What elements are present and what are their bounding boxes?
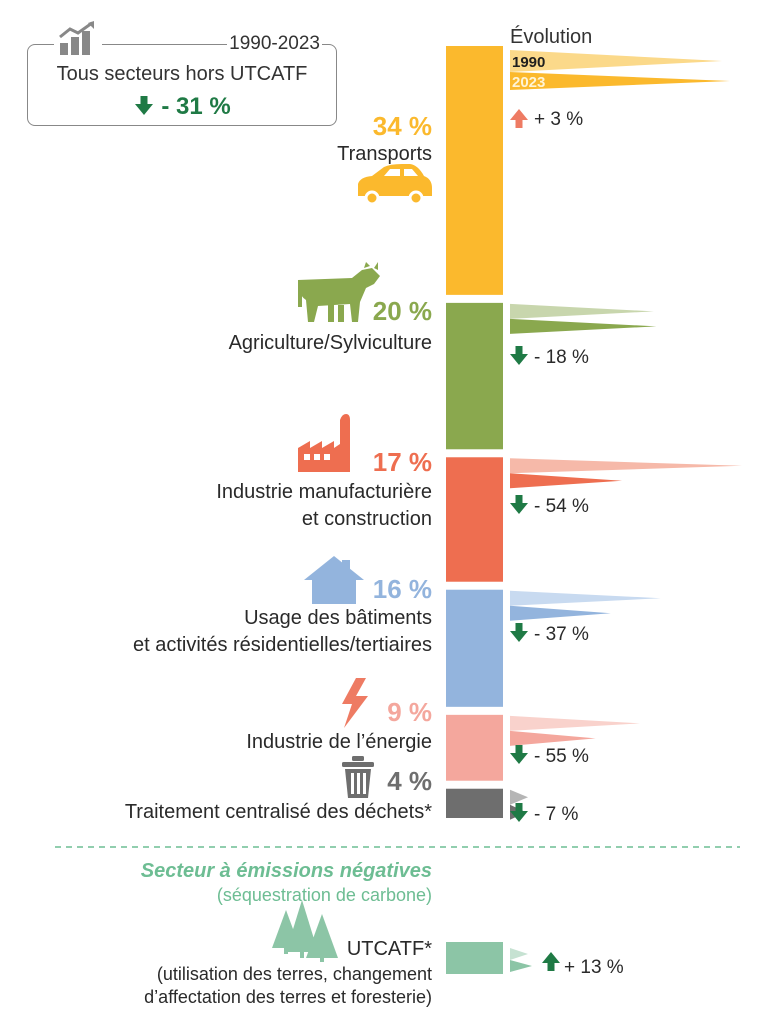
trees-icon	[272, 900, 338, 962]
share-label-agriculture: 20 %	[373, 296, 432, 326]
down-arrow-icon-dechets	[510, 803, 528, 822]
bar-energie	[446, 714, 503, 781]
summary-period: 1990-2023	[227, 33, 322, 55]
up-arrow-icon-utcatf	[542, 952, 560, 971]
change-label-batiments: - 37 %	[534, 624, 589, 645]
utcatf-label-2: d’affectation des terres et foresterie)	[144, 987, 432, 1007]
sector-label-agriculture-0: Agriculture/Sylviculture	[229, 332, 432, 354]
bar-transports	[446, 46, 503, 295]
legend-title: Évolution	[510, 25, 592, 48]
summary-label: Tous secteurs hors UTCATF	[56, 63, 308, 85]
share-label-industrie: 17 %	[373, 447, 432, 477]
legend-year-1990: 1990	[512, 54, 545, 71]
change-label-energie: - 55 %	[534, 746, 589, 767]
triangle-2023-utcatf	[510, 960, 532, 972]
share-label-transports: 34 %	[373, 111, 432, 141]
utcatf-label-1: (utilisation des terres, changement	[157, 964, 432, 984]
share-label-dechets: 4 %	[387, 766, 432, 796]
sector-label-dechets-0: Traitement centralisé des déchets*	[125, 801, 432, 823]
up-arrow-icon-transports	[510, 109, 528, 128]
bar-batiments	[446, 589, 503, 707]
triangle-1990-dechets	[510, 789, 528, 805]
sector-label-transports-0: Transports	[337, 143, 432, 165]
utcatf-label-0: UTCATF*	[347, 938, 432, 960]
triangle-1990-industrie	[510, 458, 742, 474]
house-icon	[304, 556, 364, 604]
car-icon	[358, 164, 432, 206]
change-label-dechets: - 7 %	[534, 804, 578, 825]
cow-icon	[298, 262, 380, 322]
sector-label-batiments-1: et activités résidentielles/tertiaires	[133, 634, 432, 656]
summary-total: - 31 %	[28, 93, 336, 121]
summary-total-value: - 31 %	[161, 93, 231, 120]
sector-label-batiments-0: Usage des bâtiments	[244, 607, 432, 629]
factory-icon	[298, 414, 350, 472]
trash-icon	[342, 756, 374, 798]
change-label-agriculture: - 18 %	[534, 347, 589, 368]
bar-utcatf	[446, 942, 503, 974]
triangle-2023-industrie	[510, 473, 623, 489]
negative-sector-heading: Secteur à émissions négatives	[141, 860, 432, 882]
triangle-1990-energie	[510, 715, 640, 731]
change-label-industrie: - 54 %	[534, 496, 589, 517]
sector-label-energie-0: Industrie de l’énergie	[246, 731, 432, 753]
triangle-1990-utcatf	[510, 948, 528, 960]
triangle-2023-energie	[510, 730, 596, 746]
legend-year-2023: 2023	[512, 74, 545, 91]
down-arrow-icon	[135, 96, 154, 115]
down-arrow-icon-industrie	[510, 495, 528, 514]
triangle-1990-agriculture	[510, 303, 654, 319]
share-label-batiments: 16 %	[373, 574, 432, 604]
sector-label-industrie-1: et construction	[302, 508, 432, 530]
down-arrow-icon-batiments	[510, 623, 528, 642]
change-label-transports: + 3 %	[534, 109, 583, 130]
down-arrow-icon-agriculture	[510, 346, 528, 365]
triangle-1990-batiments	[510, 590, 661, 606]
legend-triangle-2023	[510, 72, 730, 90]
growth-chart-icon	[54, 21, 102, 62]
bar-dechets	[446, 788, 503, 818]
sector-label-industrie-0: Industrie manufacturière	[216, 481, 432, 503]
bar-industrie	[446, 457, 503, 582]
share-label-energie: 9 %	[387, 697, 432, 727]
triangle-2023-batiments	[510, 605, 611, 621]
bar-agriculture	[446, 302, 503, 450]
triangle-2023-agriculture	[510, 318, 657, 334]
down-arrow-icon-energie	[510, 745, 528, 764]
summary-box: 1990-2023 Tous secteurs hors UTCATF - 31…	[27, 21, 337, 126]
negative-sector-subheading: (séquestration de carbone)	[217, 885, 432, 905]
change-label-utcatf: + 13 %	[564, 957, 624, 978]
legend-triangle-1990	[510, 50, 722, 72]
lightning-icon	[342, 678, 368, 728]
